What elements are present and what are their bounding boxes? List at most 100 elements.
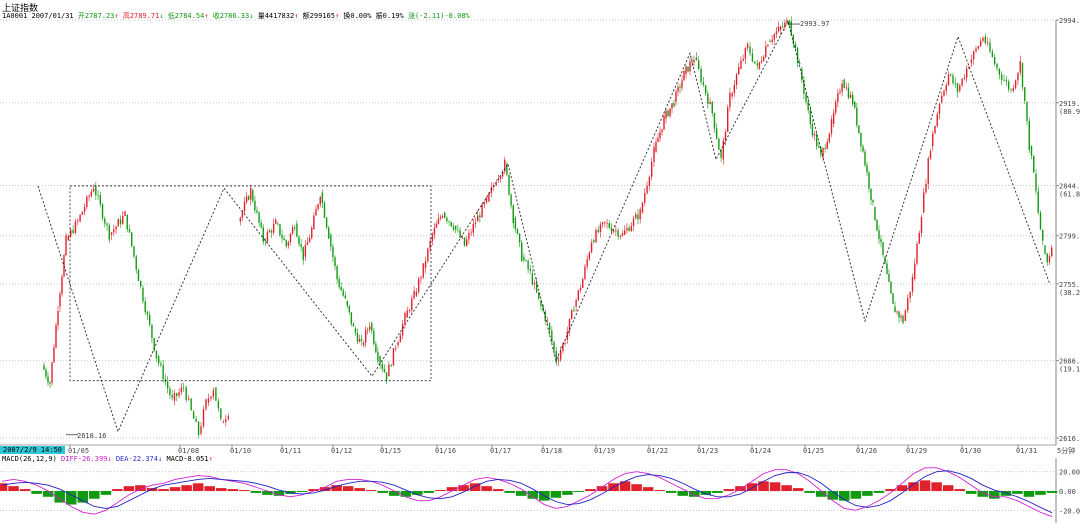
candle-body	[989, 42, 991, 52]
candle-body	[782, 26, 784, 28]
candle-body	[346, 301, 348, 306]
candle-body	[485, 197, 488, 203]
candle-body	[262, 227, 264, 242]
macd-hist-bar	[169, 487, 181, 491]
candle-body	[342, 290, 344, 296]
candle-body	[792, 35, 795, 45]
candle-body	[65, 235, 67, 256]
candle-body	[506, 163, 508, 175]
candle-body	[479, 215, 481, 218]
candle-body	[729, 92, 731, 108]
candle-body	[738, 67, 740, 75]
candle-body	[557, 359, 560, 361]
candle-body	[617, 230, 619, 237]
candle-body	[998, 68, 1001, 75]
candle-body	[472, 223, 474, 233]
candle-body	[841, 83, 843, 92]
candle-body	[192, 411, 195, 419]
candle-body	[266, 232, 269, 242]
candle-body	[510, 194, 512, 206]
candle-body	[508, 174, 510, 195]
candle-body	[285, 240, 287, 247]
candle-body	[916, 243, 918, 264]
candle-body	[575, 299, 577, 307]
candle-body	[635, 214, 637, 219]
candle-body	[283, 238, 285, 241]
candle-body	[632, 218, 635, 226]
candle-body	[1026, 101, 1028, 121]
macd-hist-bar	[942, 485, 954, 491]
time-tick-label: 01/10	[230, 447, 251, 455]
price-tick-pct: (19.1%)	[1059, 366, 1080, 374]
macd-hist-bar	[308, 489, 319, 491]
candle-body	[268, 230, 271, 233]
macd-label: MACD	[166, 455, 184, 463]
candle-body	[835, 102, 837, 113]
candle-body	[126, 214, 128, 230]
candle-body	[275, 219, 277, 224]
candle-body	[406, 310, 408, 318]
candle-body	[1021, 63, 1024, 88]
candle-body	[826, 141, 828, 149]
candle-body	[1042, 229, 1044, 241]
macd-hist-bar	[1012, 491, 1023, 494]
candle-body	[302, 246, 304, 261]
candle-body	[653, 147, 655, 163]
candle-body	[128, 229, 131, 233]
macd-hist-bar	[700, 491, 712, 495]
candle-body	[49, 382, 51, 384]
zigzag-polyline	[37, 19, 1051, 433]
candle-body	[687, 66, 689, 72]
macd-hist-bar	[215, 488, 227, 491]
macd-hist-bar	[54, 491, 65, 503]
candle-body	[843, 79, 845, 89]
candle-body	[99, 195, 102, 205]
candle-body	[137, 269, 140, 281]
price-tick-label: 2844.4	[1059, 183, 1080, 191]
candle-body	[495, 183, 497, 186]
candle-body	[890, 281, 892, 294]
macd-hist-bar	[919, 480, 931, 491]
macd-hist-bar	[527, 491, 539, 499]
candle-body	[90, 191, 93, 197]
candle-body	[872, 200, 874, 203]
candle-body	[947, 74, 950, 85]
candle-body	[95, 185, 97, 196]
candle-body	[77, 220, 79, 222]
candle-body	[187, 398, 190, 400]
candle-body	[695, 57, 698, 61]
macd-hist-bar	[135, 485, 146, 491]
candle-body	[709, 101, 711, 104]
candle-body	[612, 230, 615, 232]
candle-body	[155, 350, 158, 359]
candle-body	[628, 227, 630, 232]
candle-body	[837, 93, 839, 103]
zigzag-lines	[37, 19, 1051, 433]
candle-body	[588, 252, 591, 260]
candle-body	[205, 399, 207, 410]
candle-body	[599, 224, 602, 233]
candle-body	[392, 348, 395, 366]
candle-body	[411, 298, 413, 311]
macd-hist-bar	[377, 491, 389, 493]
dea-arrow: ↓	[158, 455, 163, 463]
candle-body	[51, 362, 53, 383]
macd-hist-bar	[954, 489, 965, 491]
candle-body	[784, 22, 786, 27]
candle-body	[106, 223, 108, 226]
candle-body	[918, 232, 920, 244]
candle-body	[702, 81, 705, 85]
candle-body	[424, 261, 427, 268]
candle-body	[518, 233, 521, 243]
candle-body	[279, 224, 281, 235]
macd-hist-bar	[573, 491, 585, 492]
candle-body	[306, 242, 309, 245]
macd-hist-bar	[481, 486, 492, 491]
macd-hist-bar	[781, 485, 792, 491]
price-tick-pct: (80.9%)	[1059, 108, 1080, 116]
candle-body	[950, 74, 952, 76]
candle-body	[593, 240, 595, 243]
macd-hist-bar	[365, 490, 377, 491]
candle-body	[936, 114, 938, 126]
candle-body	[1019, 61, 1021, 73]
